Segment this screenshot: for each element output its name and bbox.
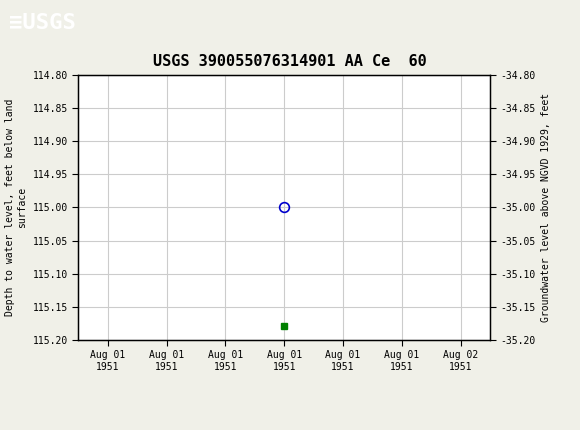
Text: ≡USGS: ≡USGS bbox=[9, 12, 75, 33]
Y-axis label: Groundwater level above NGVD 1929, feet: Groundwater level above NGVD 1929, feet bbox=[541, 93, 552, 322]
Text: USGS 390055076314901 AA Ce  60: USGS 390055076314901 AA Ce 60 bbox=[153, 54, 427, 69]
Y-axis label: Depth to water level, feet below land
surface: Depth to water level, feet below land su… bbox=[5, 99, 27, 316]
